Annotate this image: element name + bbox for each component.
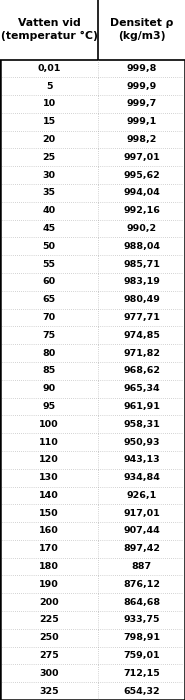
Text: 968,62: 968,62 [123, 366, 160, 375]
Text: 654,32: 654,32 [123, 687, 160, 696]
Text: 999,1: 999,1 [126, 118, 157, 126]
Text: 759,01: 759,01 [123, 651, 160, 660]
Text: 5: 5 [46, 82, 52, 91]
Text: 998,2: 998,2 [126, 135, 157, 144]
Text: 926,1: 926,1 [126, 491, 157, 500]
Text: 990,2: 990,2 [127, 224, 157, 233]
Text: Vatten vid
(temperatur °C): Vatten vid (temperatur °C) [1, 18, 97, 41]
Bar [0, 0, 185, 60]
Text: 15: 15 [43, 118, 56, 126]
Text: 950,93: 950,93 [123, 438, 160, 447]
Text: 30: 30 [43, 171, 56, 180]
Text: 798,91: 798,91 [123, 634, 160, 642]
Text: 934,84: 934,84 [123, 473, 160, 482]
Text: 100: 100 [39, 420, 59, 428]
Text: 325: 325 [39, 687, 59, 696]
Text: 999,9: 999,9 [126, 82, 157, 91]
Text: 897,42: 897,42 [123, 545, 160, 553]
Text: 983,19: 983,19 [123, 277, 160, 286]
Text: 275: 275 [39, 651, 59, 660]
Text: 140: 140 [39, 491, 59, 500]
Text: 25: 25 [43, 153, 56, 162]
Text: 933,75: 933,75 [123, 615, 160, 624]
Text: 0,01: 0,01 [37, 64, 61, 73]
Text: 180: 180 [39, 562, 59, 571]
Text: 45: 45 [43, 224, 56, 233]
Text: 20: 20 [43, 135, 56, 144]
Text: 995,62: 995,62 [123, 171, 160, 180]
Text: 40: 40 [43, 206, 56, 215]
Text: 200: 200 [39, 598, 59, 607]
Text: 190: 190 [39, 580, 59, 589]
Text: 965,34: 965,34 [123, 384, 160, 393]
Text: 75: 75 [43, 331, 56, 340]
Text: 988,04: 988,04 [123, 241, 160, 251]
Text: 992,16: 992,16 [123, 206, 160, 215]
Text: 70: 70 [43, 313, 56, 322]
Text: 876,12: 876,12 [123, 580, 160, 589]
Text: 999,8: 999,8 [126, 64, 157, 73]
Text: 55: 55 [43, 260, 56, 269]
Text: 110: 110 [39, 438, 59, 447]
Text: 150: 150 [39, 509, 59, 518]
Text: 65: 65 [43, 295, 56, 304]
Text: 95: 95 [43, 402, 56, 411]
Text: 887: 887 [132, 562, 152, 571]
Text: 977,71: 977,71 [123, 313, 160, 322]
Text: 10: 10 [43, 99, 56, 108]
Text: 974,85: 974,85 [123, 331, 160, 340]
Text: Densitet ρ
(kg/m3): Densitet ρ (kg/m3) [110, 18, 173, 41]
Text: 90: 90 [43, 384, 56, 393]
Text: 80: 80 [42, 349, 56, 358]
Text: 980,49: 980,49 [123, 295, 160, 304]
Text: 250: 250 [39, 634, 59, 642]
Text: 130: 130 [39, 473, 59, 482]
Text: 971,82: 971,82 [123, 349, 160, 358]
Text: 985,71: 985,71 [123, 260, 160, 269]
Text: 997,01: 997,01 [123, 153, 160, 162]
Text: 999,7: 999,7 [126, 99, 157, 108]
Text: 50: 50 [43, 241, 56, 251]
Text: 35: 35 [43, 188, 56, 197]
Text: 60: 60 [43, 277, 56, 286]
Text: 85: 85 [42, 366, 56, 375]
Text: 943,13: 943,13 [123, 455, 160, 464]
Text: 907,44: 907,44 [123, 526, 160, 536]
Text: 160: 160 [39, 526, 59, 536]
Text: 120: 120 [39, 455, 59, 464]
Text: 864,68: 864,68 [123, 598, 160, 607]
Text: 994,04: 994,04 [123, 188, 160, 197]
Text: 958,31: 958,31 [123, 420, 160, 428]
Text: 961,91: 961,91 [123, 402, 160, 411]
Text: 170: 170 [39, 545, 59, 553]
Text: 300: 300 [39, 668, 59, 678]
Text: 225: 225 [39, 615, 59, 624]
Text: 917,01: 917,01 [123, 509, 160, 518]
Text: 712,15: 712,15 [123, 668, 160, 678]
